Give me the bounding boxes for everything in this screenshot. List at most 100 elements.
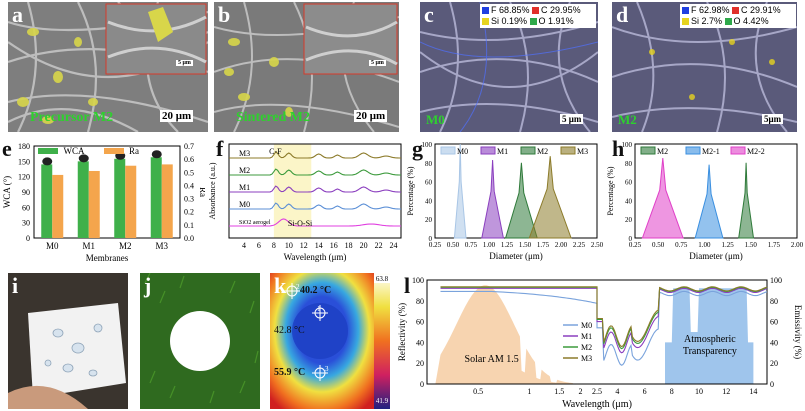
fluorine-swatch [482,7,489,15]
panel-a-sem-image: a 5 μm Precursor M2 20 μm [8,2,208,132]
y2-axis-label: Ra [198,187,205,197]
oxygen-swatch [529,18,537,26]
x-tick-label: 1.75 [768,241,781,249]
x-tick-label: 6 [643,387,647,396]
wca-bar [114,158,126,238]
panel-f-letter: f [216,136,224,161]
fiber-texture [8,2,208,132]
y-tick-label: 0 [26,234,30,243]
y-axis-label: Percentage (%) [606,166,615,215]
x-tick-label: M2 [119,241,132,251]
legend-ra-label: Ra [129,146,139,156]
ra-bar [125,165,137,238]
legend-wca-label: WCA [64,146,85,156]
x-tick-label: 14 [315,241,323,250]
x-tick-label: 1.5 [554,387,564,396]
legend-label: M0 [581,321,592,330]
annotation-cf: C-F [269,147,282,156]
panel-l-spectral-chart: M0 M1 M2 M3 Solar AM 1.5 AtmosphericTranspare… [397,276,803,410]
distribution-peak [694,164,724,239]
x-tick-label: 14 [749,387,757,396]
ra-bar [88,170,100,238]
y2-tick-label: 0.6 [184,155,194,164]
panel-j-letter: j [144,273,152,298]
y-axis-label: Percentage (%) [406,166,415,215]
x-tick-label: 10 [695,387,703,396]
y-tick-label: 150 [18,157,30,166]
legend-label: M0 [457,147,468,156]
legend-o: O 4.42% [733,16,769,26]
x-tick-label: M3 [155,241,168,251]
x-tick-label: 0.75 [465,241,478,249]
panel-k-letter: k [274,273,287,298]
y-tick-label: 20 [416,359,424,368]
x-tick-label: 12 [300,241,308,250]
membrane-droplet-photo [8,273,128,409]
legend-label: M1 [497,147,508,156]
x-tick-label: 1.50 [745,241,758,249]
wca-bar [150,157,162,238]
panel-a-scale: 20 μm [160,110,194,122]
x-tick-label: 1.50 [519,241,532,249]
silicon-swatch [682,18,689,26]
panel-l-letter: l [404,273,411,298]
panel-a-letter: a [12,2,23,27]
y2-tick-label: 60 [770,318,778,327]
plot-frame [228,143,402,239]
oxygen-swatch [724,18,732,26]
series-label: M2 [239,166,250,175]
atmospheric-window-area [665,288,754,384]
legend-label: M2 [581,343,592,352]
y2-tick-label: 20 [770,359,778,368]
y2-tick-label: 0.4 [184,181,194,190]
panel-f-ftir-chart: M3 M2 M1 M0 SiO2 aerogel C-F Si-O-Si 4 6 8 10 12 14 1… [208,143,402,262]
ftir-series-line [229,185,401,193]
wca-bar [77,161,89,238]
droplet-icon [151,150,162,159]
y-tick-label: 100 [422,141,433,149]
x-axis-label: Diameter (μm) [489,251,543,261]
distribution-peak [528,156,572,239]
ftir-series-line [229,202,401,210]
y-tick-label: 60 [625,179,633,187]
panel-d-scale: 5μm [762,114,784,124]
y-tick-label: 0 [629,235,633,243]
spectral-series-line [440,287,768,354]
panel-i-letter: i [12,273,19,298]
k-scale-min: 41.9 [375,397,389,405]
panel-d-caption: M2 [618,112,637,127]
legend-o: O 1.91% [538,16,574,26]
y-tick-label: 80 [625,160,633,168]
x-tick-label: 10 [285,241,293,250]
x-tick-label: 1 [527,387,531,396]
x-axis-label: Wavelength (μm) [284,252,347,262]
ra-bar [52,174,64,238]
plot-frame [33,145,181,239]
droplet-icon [78,154,89,163]
distribution-peak [641,158,684,239]
y-tick-label: 180 [18,142,30,151]
x-tick-label: 1.75 [537,241,550,249]
y2-tick-label: 0.7 [184,142,194,151]
ftir-series-line [229,168,401,176]
y-tick-label: 60 [425,179,433,187]
spectral-series-line [440,286,768,348]
series-label: M1 [239,183,250,192]
y2-tick-label: 0.1 [184,221,194,230]
x-tick-label: 1.00 [483,241,496,249]
droplet-icon [42,157,53,166]
panel-d-eds-map: d F 62.98% C 29.91% Si 2.7% O 4.42% M2 5… [612,2,797,132]
carbon-swatch [732,7,740,15]
panel-a-caption: Precursor M2 [30,110,114,125]
legend-c: C 29.91% [741,5,781,15]
legend-swatch [640,146,656,155]
y-tick-label: 40 [425,197,433,205]
k-marker-1: 1 [317,305,321,313]
annotation-atm-1: Atmospheric [684,334,736,345]
x-tick-label: 18 [345,241,353,250]
panel-b-scale: 20 μm [354,110,388,122]
x-tick-label: 16 [330,241,338,250]
y-tick-label: 0 [420,380,424,389]
x-tick-label: 2.50 [591,241,604,249]
panel-h-letter: h [612,136,625,161]
